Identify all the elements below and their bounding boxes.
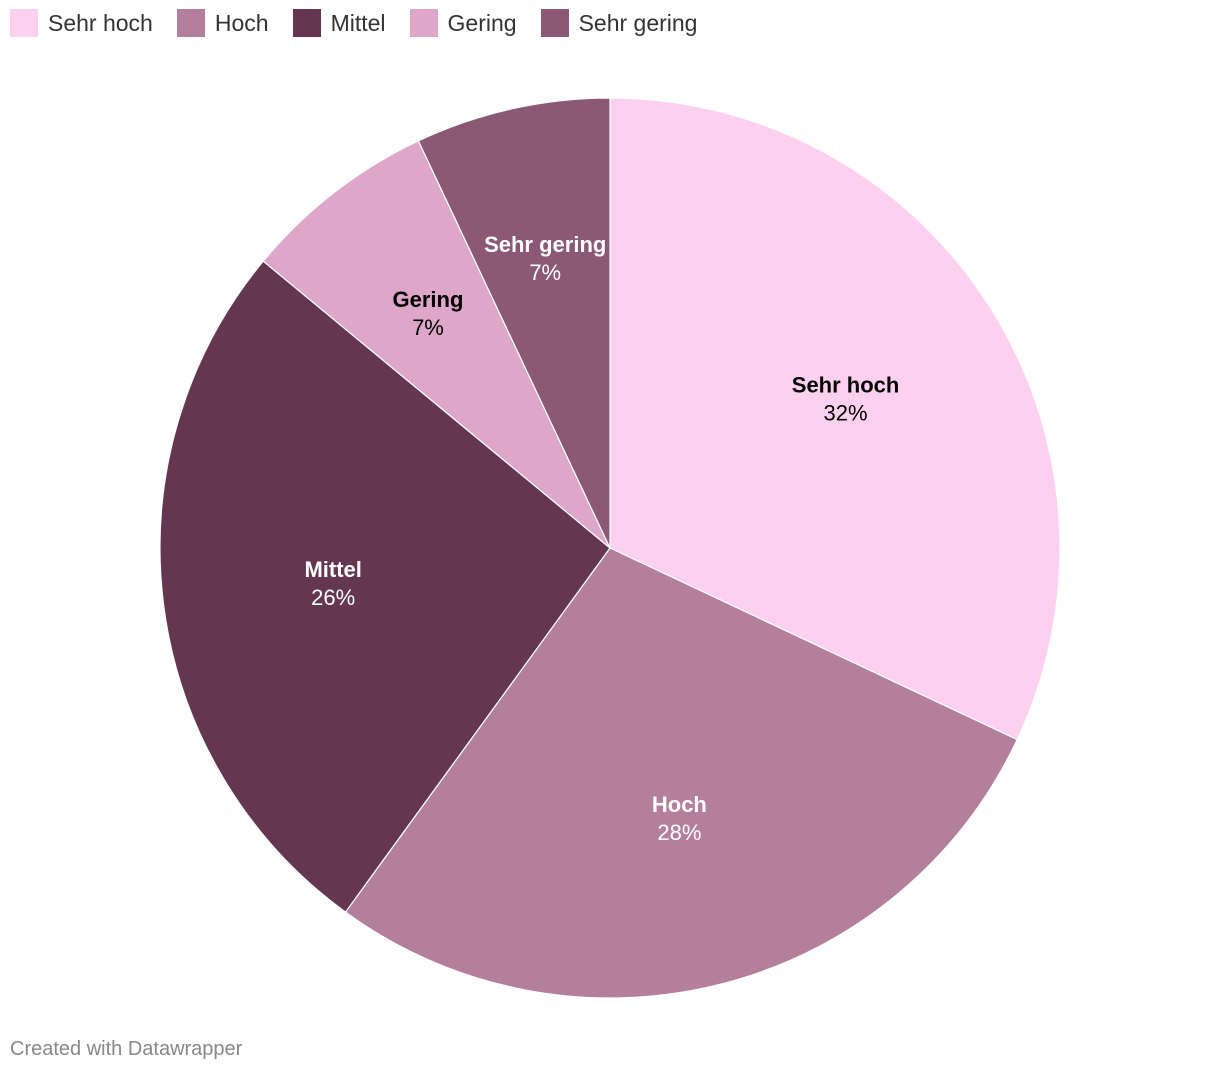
legend-label: Hoch	[214, 10, 269, 36]
legend-swatch	[540, 9, 569, 37]
slice-label-name: Mittel	[304, 557, 361, 582]
legend-item-gering: Gering	[409, 9, 517, 37]
pie-slice-sehr-hoch	[609, 97, 1061, 741]
slice-label-name: Sehr gering	[484, 232, 606, 257]
pie-slice-sehr-gering	[417, 97, 611, 549]
legend-label: Mittel	[330, 10, 386, 36]
slice-label-value: 7%	[529, 260, 561, 285]
legend-label: Gering	[447, 10, 517, 36]
legend-item-mittel: Mittel	[292, 9, 386, 37]
legend-swatch	[409, 9, 438, 37]
chart-legend: Sehr hoch Hoch Mittel Gering Sehr gering	[10, 9, 721, 37]
legend-swatch	[176, 9, 205, 37]
legend-swatch	[10, 9, 38, 37]
footer-credit: Created with Datawrapper	[10, 1038, 243, 1060]
slice-label-name: Sehr hoch	[792, 372, 900, 397]
legend-label: Sehr hoch	[48, 10, 153, 36]
slice-label-name: Gering	[393, 287, 464, 312]
legend-item-hoch: Hoch	[176, 9, 269, 37]
legend-item-sehr-hoch: Sehr hoch	[10, 9, 153, 37]
pie-slice-hoch	[344, 547, 1018, 999]
legend-swatch	[292, 9, 321, 37]
slice-label-value: 26%	[311, 585, 355, 610]
pie-slice-mittel	[159, 260, 611, 913]
pie-slice-gering	[262, 140, 611, 549]
slice-label-value: 32%	[824, 400, 868, 425]
slice-label-name: Hoch	[652, 792, 707, 817]
legend-label: Sehr gering	[578, 10, 698, 36]
legend-item-sehr-gering: Sehr gering	[540, 9, 698, 37]
slice-label-value: 7%	[412, 315, 444, 340]
slice-label-value: 28%	[657, 820, 701, 845]
